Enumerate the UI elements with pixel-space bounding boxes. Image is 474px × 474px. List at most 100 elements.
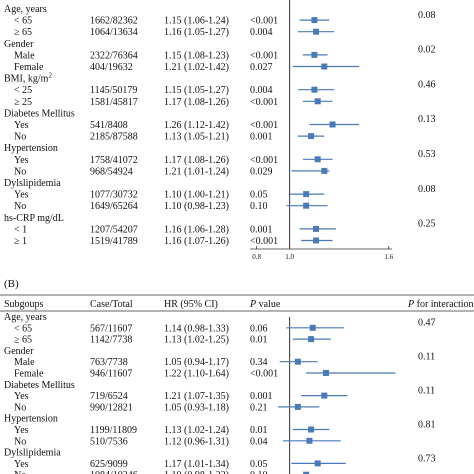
row-label: Yes — [14, 391, 29, 402]
row-label: ≥ 1 — [14, 236, 27, 247]
subgroup-title-text: Age, years — [4, 4, 47, 15]
subgroup-title-text: Hypertension — [4, 414, 58, 425]
subgroup-title: Gender — [4, 39, 34, 50]
p-interaction-value: 0.25 — [418, 219, 436, 230]
hr-ci-value: 1.21 (1.01-1.24) — [164, 166, 229, 177]
row-label: < 25 — [14, 85, 32, 96]
hr-ci-value: 1.12 (0.96-1.31) — [164, 436, 229, 447]
p-interaction-value: 0.13 — [418, 114, 436, 125]
case-total-value: 1207/54207 — [90, 224, 138, 235]
case-total-value: 2322/76364 — [90, 50, 138, 61]
subgroup-title: Dylslipidemia — [4, 448, 61, 459]
case-total-value: 567/11607 — [90, 323, 132, 334]
subgroup-title: BMI, kg/m2 — [4, 72, 52, 85]
row-label: Yes — [14, 120, 29, 131]
p-interaction-value: 0.46 — [418, 79, 436, 90]
row-label: ≥ 65 — [14, 27, 32, 38]
hr-ci-value: 1.14 (0.98-1.33) — [164, 323, 229, 334]
subgroup-title: Age, years — [4, 312, 47, 323]
subgroup-title: hs-CRP mg/dL — [4, 213, 64, 224]
hr-ci-value: 1.22 (1.10-1.64) — [164, 369, 229, 380]
case-total-value: 1084/10246 — [90, 470, 138, 474]
p-interaction-value: 0.08 — [418, 10, 436, 21]
hr-ci-value: 1.21 (1.07-1.35) — [164, 391, 229, 402]
hr-ci-value: 1.15 (1.06-1.24) — [164, 16, 229, 27]
subgroup-title-text: Diabetes Mellitus — [4, 108, 75, 119]
hr-ci-value: 1.15 (1.08-1.23) — [164, 50, 229, 61]
hr-marker — [322, 370, 329, 376]
case-total-value: 404/19632 — [90, 62, 133, 73]
p-interaction-value: 0.11 — [418, 385, 435, 396]
row-label: Yes — [14, 425, 29, 436]
p-value: 0.21 — [250, 402, 268, 413]
hr-ci-value: 1.16 (1.06-1.28) — [164, 224, 229, 235]
case-total-value: 1649/65264 — [90, 201, 138, 212]
p-interaction-value: 0.53 — [418, 149, 436, 160]
hr-marker — [308, 133, 315, 140]
row-label: No — [14, 201, 26, 212]
p-value: <0.001 — [250, 50, 278, 61]
hr-ci-value: 1.21 (1.02-1.42) — [164, 62, 229, 73]
row-label: No — [14, 470, 26, 474]
case-total-value: 1199/11809 — [90, 425, 137, 436]
hr-marker — [313, 225, 320, 232]
header-case-total: Case/Total — [90, 299, 133, 310]
hr-marker — [303, 202, 310, 209]
case-total-value: 1662/82362 — [90, 16, 138, 27]
row-label: No — [14, 402, 26, 413]
hr-marker — [308, 336, 315, 343]
p-value: 0.10 — [250, 470, 268, 474]
header-hr: HR (95% CI) — [164, 299, 218, 310]
row-label: No — [14, 166, 26, 177]
subgroup-title-text: Age, years — [4, 312, 47, 323]
hr-marker — [309, 324, 316, 331]
p-interaction-value: 0.47 — [418, 318, 436, 329]
hr-marker — [294, 358, 301, 365]
case-total-value: 1145/50179 — [90, 85, 137, 96]
hr-marker — [313, 237, 320, 244]
p-value: 0.04 — [250, 436, 268, 447]
case-total-value: 1519/41789 — [90, 236, 138, 247]
header-p-int-letter: P — [407, 299, 414, 310]
hr-ci-value: 1.05 (0.94-1.17) — [164, 357, 229, 368]
p-value: 0.05 — [250, 459, 268, 470]
hr-marker — [303, 191, 310, 198]
subgroup-title-text: Gender — [4, 39, 34, 50]
row-label: ≥ 65 — [14, 335, 32, 346]
p-value: 0.01 — [250, 425, 268, 436]
hr-ci-value: 1.17 (1.08-1.26) — [164, 97, 229, 108]
case-total-value: 1064/13634 — [90, 27, 138, 38]
p-value: <0.001 — [250, 155, 278, 166]
case-total-value: 1581/45817 — [90, 97, 138, 108]
header-p-int-suffix: for interaction — [414, 299, 473, 310]
x-tick-label: 1.6 — [384, 253, 393, 261]
header-p-letter: P — [249, 299, 256, 310]
hr-ci-value: 1.10 (0.98-1.22) — [164, 470, 229, 474]
hr-ci-value: 1.17 (1.01-1.34) — [164, 459, 229, 470]
p-value: <0.001 — [250, 369, 278, 380]
case-total-value: 510/7536 — [90, 436, 128, 447]
p-value: <0.001 — [250, 97, 278, 108]
subgroup-title: Diabetes Mellitus — [4, 108, 75, 119]
hr-ci-value: 1.05 (0.93-1.18) — [164, 402, 229, 413]
case-total-value: 1077/30732 — [90, 190, 138, 201]
case-total-value: 1142/7738 — [90, 335, 132, 346]
hr-ci-value: 1.13 (1.05-1.21) — [164, 132, 229, 143]
hr-ci-value: 1.10 (1.00-1.21) — [164, 190, 229, 201]
hr-ci-value: 1.26 (1.12-1.42) — [164, 120, 229, 131]
hr-ci-value: 1.13 (1.02-1.25) — [164, 335, 229, 346]
header-p-value: P value — [249, 299, 281, 310]
p-value: 0.004 — [250, 27, 273, 38]
p-value: 0.001 — [250, 391, 273, 402]
hr-ci-value: 1.13 (1.02-1.24) — [164, 425, 229, 436]
p-value: 0.027 — [250, 62, 273, 73]
hr-marker — [314, 460, 321, 467]
subgroup-title-text: hs-CRP mg/dL — [4, 213, 64, 224]
hr-ci-value: 1.16 (1.05-1.27) — [164, 27, 229, 38]
subgroup-title: Age, years — [4, 4, 47, 15]
hr-marker — [321, 63, 328, 70]
subgroup-title: Dylslipidemia — [4, 178, 61, 189]
hr-marker — [303, 471, 310, 474]
case-total-value: 763/7738 — [90, 357, 128, 368]
